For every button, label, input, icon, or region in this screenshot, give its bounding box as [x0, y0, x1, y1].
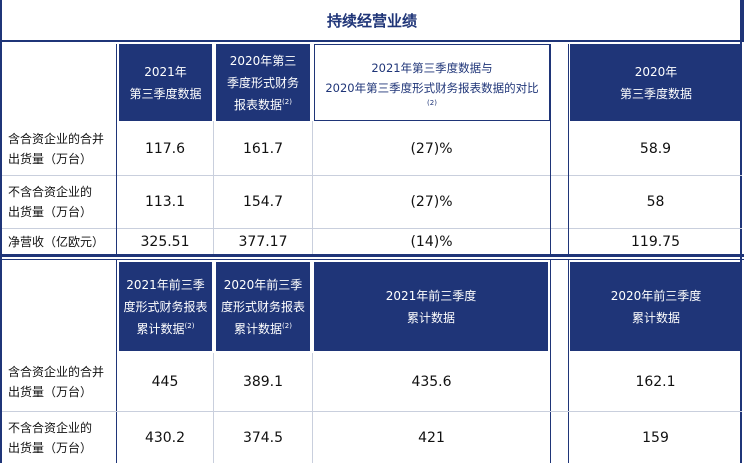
q3-row-label-excl-jv: 不含合资企业的 出货量（万台） — [8, 185, 93, 219]
q3-row-label-revenue: 净营收（亿欧元） — [8, 234, 105, 249]
q3-value-revenue-2021: 325.51 — [140, 233, 190, 250]
q3-row-divider — [2, 175, 742, 176]
q3-value-excl-jv-change: (27)% — [410, 194, 453, 210]
ytd-header-2020: 2020年前三季度 累计数据 — [570, 262, 742, 351]
ytd-value-excl-jv-2020: 159 — [642, 429, 669, 446]
ytd-header-2021: 2021年前三季度 累计数据 — [314, 262, 548, 351]
q3-value-consolidated-2021: 117.6 — [144, 140, 186, 157]
q3-value-excl-jv-2020: 58 — [646, 194, 665, 210]
q3-header-2020: 2020年 第三季度数据 — [570, 44, 742, 121]
ytd-value-consolidated-2020: 162.1 — [635, 374, 676, 390]
ytd-row-label-consolidated: 含合资企业的合并 出货量（万台） — [8, 365, 105, 399]
ytd-row-label-excl-jv: 不含合资企业的 出货量（万台） — [8, 420, 93, 455]
q3-value-revenue-2020: 119.75 — [631, 233, 680, 250]
q3-value-consolidated-change: (27)% — [410, 140, 453, 157]
column-divider — [312, 353, 313, 463]
q3-header-2021: 2021年 第三季度数据 — [119, 44, 212, 121]
q3-header-2020-proforma: 2020年第三 季度形式财务 报表数据(2) — [216, 44, 310, 121]
ytd-header-2021-proforma: 2021年前三季 度形式财务报表 累计数据(2) — [119, 262, 212, 351]
column-divider — [568, 260, 569, 463]
q3-value-excl-jv-2020-proforma: 154.7 — [242, 194, 284, 210]
section-separator — [0, 259, 744, 260]
column-divider — [213, 353, 214, 463]
ytd-value-consolidated-2020-proforma: 389.1 — [242, 374, 284, 390]
page-title: 持续经营业绩 — [0, 0, 744, 42]
column-divider — [116, 260, 117, 463]
column-divider — [550, 44, 551, 254]
column-divider — [550, 260, 551, 463]
q3-value-revenue-2020-proforma: 377.17 — [238, 233, 288, 250]
q3-row-divider — [2, 228, 742, 229]
column-divider — [116, 44, 117, 254]
ytd-value-excl-jv-2021: 421 — [418, 429, 445, 446]
ytd-row-divider — [2, 411, 742, 412]
q3-row-label-consolidated: 含合资企业的合并 出货量（万台） — [8, 131, 105, 166]
ytd-value-consolidated-2021-proforma: 445 — [151, 374, 179, 390]
q3-value-revenue-change: (14)% — [410, 233, 453, 250]
q3-value-consolidated-2020-proforma: 161.7 — [242, 140, 284, 157]
column-divider — [568, 44, 569, 254]
column-divider — [213, 121, 214, 254]
section-separator — [0, 254, 744, 257]
ytd-header-2020-proforma: 2020年前三季 度形式财务报表 累计数据(2) — [216, 262, 310, 351]
ytd-value-consolidated-2021: 435.6 — [411, 374, 452, 390]
q3-value-consolidated-2020: 58.9 — [639, 140, 672, 157]
q3-header-comparison: 2021年第三季度数据与 2020年第三季度形式财务报表数据的对比 (2) — [314, 44, 550, 121]
ytd-value-excl-jv-2020-proforma: 374.5 — [242, 429, 284, 446]
q3-value-excl-jv-2021: 113.1 — [144, 194, 186, 210]
column-divider — [312, 121, 313, 254]
ytd-value-excl-jv-2021-proforma: 430.2 — [144, 429, 186, 446]
